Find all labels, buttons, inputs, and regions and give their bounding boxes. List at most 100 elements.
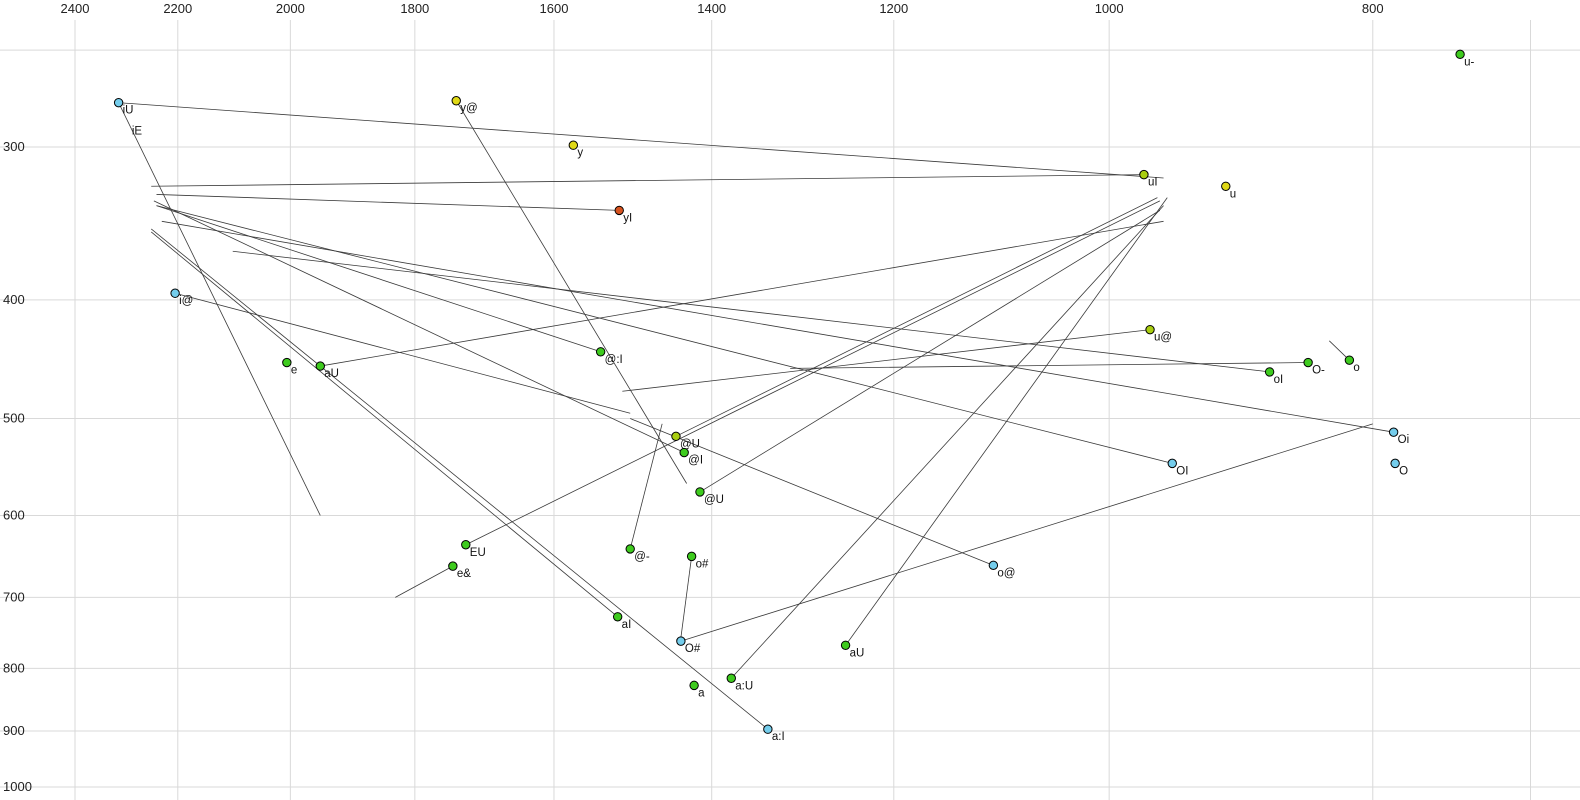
data-point[interactable] bbox=[1344, 355, 1355, 365]
data-point[interactable] bbox=[282, 357, 292, 368]
x-tick-label: 1000 bbox=[1095, 1, 1124, 16]
point-label: uI bbox=[1148, 177, 1158, 189]
data-point[interactable] bbox=[1455, 49, 1465, 60]
data-point[interactable] bbox=[448, 561, 458, 571]
data-point[interactable] bbox=[568, 140, 579, 150]
trajectories bbox=[118, 100, 1394, 730]
trajectory-line-e bbox=[395, 565, 454, 598]
extra-labels: iE bbox=[132, 125, 143, 137]
trajectory-line-iU bbox=[118, 102, 1164, 179]
data-point[interactable] bbox=[686, 551, 697, 562]
data-point[interactable] bbox=[679, 447, 689, 458]
x-tick-label: 1200 bbox=[879, 1, 908, 16]
trajectory-line-iE bbox=[118, 102, 321, 516]
data-point[interactable] bbox=[695, 487, 705, 497]
data-point[interactable] bbox=[170, 288, 180, 298]
point-label: @I bbox=[688, 455, 703, 467]
data-point[interactable] bbox=[840, 640, 851, 650]
data-point[interactable] bbox=[671, 431, 681, 442]
data-point[interactable] bbox=[1139, 169, 1149, 180]
data-point[interactable] bbox=[614, 205, 624, 216]
trajectory-line-OI bbox=[156, 205, 1173, 464]
data-point[interactable] bbox=[763, 724, 773, 734]
point-label: @U bbox=[680, 438, 700, 450]
data-point[interactable] bbox=[1303, 357, 1313, 368]
trajectory-line-Oi bbox=[161, 220, 1394, 433]
y-tick-label: 300 bbox=[3, 139, 25, 154]
trajectory-line-u bbox=[622, 329, 1151, 392]
data-point[interactable] bbox=[625, 544, 635, 554]
x-tick-label: 2200 bbox=[163, 1, 192, 16]
data-point[interactable] bbox=[1145, 324, 1155, 335]
x-tick-label: 800 bbox=[1362, 1, 1384, 16]
data-point[interactable] bbox=[461, 540, 471, 550]
trajectory-line-U bbox=[699, 210, 1161, 493]
data-point[interactable] bbox=[1264, 367, 1275, 377]
point-label: O- bbox=[1312, 365, 1325, 377]
x-tick-label: 1800 bbox=[400, 1, 429, 16]
data-point[interactable] bbox=[1388, 427, 1399, 437]
point-label: o# bbox=[696, 558, 709, 570]
point-label: iU bbox=[123, 105, 134, 117]
data-point[interactable] bbox=[612, 612, 623, 622]
data-point[interactable] bbox=[451, 96, 461, 106]
point-label: Oi bbox=[1398, 434, 1410, 446]
trajectory-line-O bbox=[790, 362, 1309, 369]
point-label: a bbox=[698, 687, 705, 699]
point-label: aI bbox=[622, 619, 632, 631]
trajectory-line-aI bbox=[150, 228, 769, 730]
point-label: iE bbox=[132, 125, 143, 137]
point-label: O# bbox=[685, 643, 701, 655]
trajectory-line-I bbox=[153, 200, 685, 453]
data-point[interactable] bbox=[726, 673, 736, 683]
trajectory-line-aU bbox=[320, 220, 1164, 367]
trajectory-line-EU bbox=[465, 200, 1161, 546]
point-label: @:I bbox=[605, 354, 623, 366]
data-point[interactable] bbox=[676, 636, 686, 646]
point-label: a:I bbox=[772, 731, 785, 743]
point-label: aU bbox=[324, 368, 339, 380]
trajectory-line-aU bbox=[730, 205, 1164, 679]
point-label: @- bbox=[634, 551, 650, 563]
trajectory-line-U bbox=[675, 197, 1158, 437]
data-point[interactable] bbox=[1390, 458, 1400, 469]
trajectory-line-o bbox=[630, 418, 994, 566]
trajectory-line-uI bbox=[151, 174, 1144, 187]
data-point[interactable] bbox=[1221, 181, 1231, 191]
trajectory-line-I bbox=[156, 205, 601, 353]
x-tick-label: 1600 bbox=[540, 1, 569, 16]
point-label: yI bbox=[623, 212, 632, 224]
y-tick-label: 1000 bbox=[3, 779, 32, 794]
point-label: u- bbox=[1464, 56, 1474, 68]
trajectory-line-o bbox=[680, 556, 693, 638]
y-tick-label: 800 bbox=[3, 660, 25, 675]
y-tick-label: 900 bbox=[3, 723, 25, 738]
data-point[interactable] bbox=[595, 347, 606, 357]
point-label: a:U bbox=[735, 680, 753, 692]
data-point[interactable] bbox=[113, 97, 124, 108]
point-label: i@ bbox=[179, 295, 193, 307]
point-label: u bbox=[1230, 188, 1236, 200]
trajectory-line-oI bbox=[232, 250, 1270, 373]
trajectory-line-aI bbox=[150, 231, 618, 618]
point-label: o@ bbox=[997, 567, 1015, 579]
point-label: oI bbox=[1274, 374, 1284, 386]
point-label: e bbox=[291, 365, 297, 377]
point-label: @U bbox=[704, 494, 724, 506]
point-label: y@ bbox=[460, 103, 477, 115]
point-label: o bbox=[1353, 362, 1359, 374]
point-label: y bbox=[577, 147, 583, 159]
data-point[interactable] bbox=[315, 361, 325, 371]
data-point[interactable] bbox=[1167, 458, 1177, 469]
point-label: e& bbox=[457, 568, 471, 580]
data-point[interactable] bbox=[988, 560, 999, 571]
trajectory-line-i bbox=[175, 292, 631, 414]
point-label: u@ bbox=[1154, 332, 1172, 344]
trajectory-line-yI bbox=[156, 194, 620, 211]
data-point[interactable] bbox=[689, 680, 699, 691]
trajectory-line-O bbox=[680, 423, 1373, 642]
trajectory-line-y bbox=[455, 100, 688, 484]
x-axis: 2400 2200 2000 1800 1600 1400 1200 1000 800 bbox=[61, 1, 1384, 16]
